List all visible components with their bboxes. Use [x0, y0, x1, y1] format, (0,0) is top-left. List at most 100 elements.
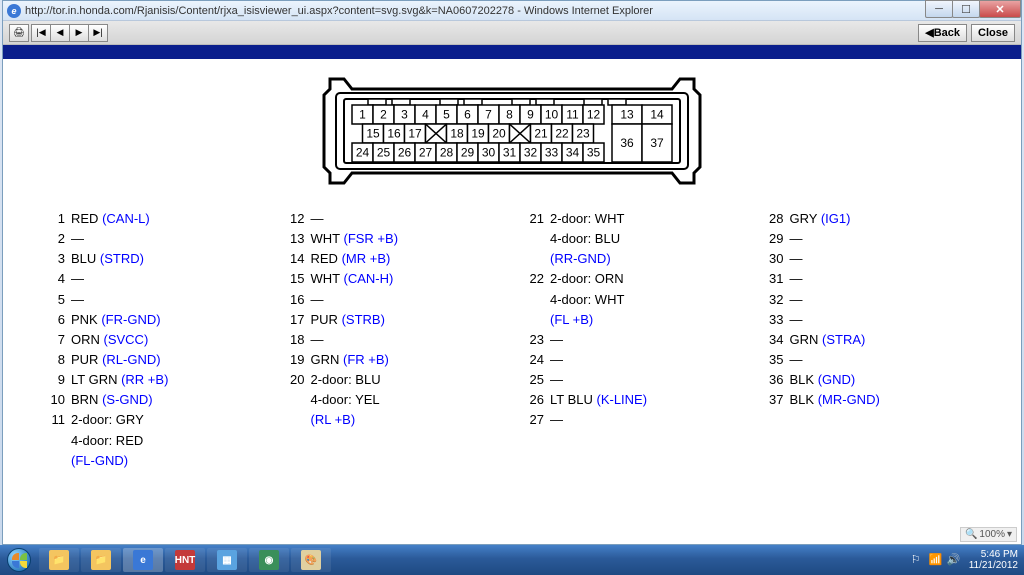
nav-group: |◀ ◀ ▶ ▶| — [31, 24, 108, 42]
taskbar-item[interactable]: e — [123, 548, 163, 572]
svg-text:24: 24 — [356, 146, 370, 160]
pin-row: (RL +B) — [283, 410, 503, 430]
pin-row: 24— — [522, 350, 742, 370]
tray-volume-icon[interactable]: 🔊 — [947, 553, 961, 567]
svg-text:13: 13 — [620, 108, 634, 122]
pin-row: 28GRY (IG1) — [762, 209, 982, 229]
taskbar-item[interactable]: HNT — [165, 548, 205, 572]
maximize-button[interactable]: ☐ — [952, 0, 980, 18]
pin-row: 8PUR (RL-GND) — [43, 350, 263, 370]
pin-row: (RR-GND) — [522, 249, 742, 269]
pin-row: 31— — [762, 269, 982, 289]
pin-column-4: 28GRY (IG1)29— 30— 31— 32— 33— 34GRN (ST… — [752, 209, 992, 471]
pin-row: 17PUR (STRB) — [283, 310, 503, 330]
pin-row: 4-door: BLU — [522, 229, 742, 249]
pin-row: 5— — [43, 290, 263, 310]
pin-row: 6PNK (FR-GND) — [43, 310, 263, 330]
pin-row: 16— — [283, 290, 503, 310]
svg-text:33: 33 — [545, 146, 559, 160]
pin-row: 112-door: GRY — [43, 410, 263, 430]
svg-text:3: 3 — [401, 108, 408, 122]
pin-row: (FL-GND) — [43, 451, 263, 471]
minimize-button[interactable]: ─ — [925, 0, 953, 18]
taskbar-item[interactable]: ◉ — [249, 548, 289, 572]
clock[interactable]: 5:46 PM 11/21/2012 — [969, 549, 1018, 571]
svg-text:10: 10 — [545, 108, 559, 122]
svg-text:26: 26 — [398, 146, 412, 160]
prev-button[interactable]: ◀ — [50, 24, 70, 42]
pin-row: 13WHT (FSR +B) — [283, 229, 503, 249]
pin-row: 37BLK (MR-GND) — [762, 390, 982, 410]
svg-text:16: 16 — [387, 127, 401, 141]
taskbar-item[interactable]: 📁 — [39, 548, 79, 572]
window-close-button[interactable]: ✕ — [979, 0, 1021, 18]
svg-text:25: 25 — [377, 146, 391, 160]
taskbar: 📁📁eHNT▦◉🎨 ⚐ 📶 🔊 5:46 PM 11/21/2012 — [0, 545, 1024, 575]
first-button[interactable]: |◀ — [31, 24, 51, 42]
next-button[interactable]: ▶ — [69, 24, 89, 42]
pin-row: 29— — [762, 229, 982, 249]
blue-bar — [3, 45, 1021, 59]
pin-row: 15WHT (CAN-H) — [283, 269, 503, 289]
taskbar-item[interactable]: ▦ — [207, 548, 247, 572]
tray-flag-icon[interactable]: ⚐ — [911, 553, 925, 567]
svg-text:14: 14 — [650, 108, 664, 122]
back-button[interactable]: ◀Back — [918, 24, 967, 42]
svg-text:31: 31 — [503, 146, 517, 160]
pin-row: 222-door: ORN — [522, 269, 742, 289]
pin-row: 35— — [762, 350, 982, 370]
svg-text:32: 32 — [524, 146, 538, 160]
pin-column-3: 212-door: WHT 4-door: BLU (RR-GND)222-do… — [512, 209, 752, 471]
window-title: http://tor.in.honda.com/Rjanisis/Content… — [25, 5, 653, 17]
svg-text:19: 19 — [471, 127, 485, 141]
pin-column-1: 1RED (CAN-L)2— 3BLU (STRD)4— 5— 6PNK (FR… — [33, 209, 273, 471]
tray-network-icon[interactable]: 📶 — [929, 553, 943, 567]
pin-row: (FL +B) — [522, 310, 742, 330]
svg-text:5: 5 — [443, 108, 450, 122]
pin-row: 3BLU (STRD) — [43, 249, 263, 269]
start-button[interactable] — [0, 545, 38, 575]
pin-row: 4-door: RED — [43, 431, 263, 451]
svg-text:17: 17 — [408, 127, 422, 141]
pin-row: 12— — [283, 209, 503, 229]
svg-text:7: 7 — [485, 108, 492, 122]
pin-row: 19GRN (FR +B) — [283, 350, 503, 370]
pin-row: 26LT BLU (K-LINE) — [522, 390, 742, 410]
browser-window: e http://tor.in.honda.com/Rjanisis/Conte… — [2, 0, 1022, 545]
system-tray: ⚐ 📶 🔊 5:46 PM 11/21/2012 — [909, 549, 1024, 571]
svg-text:28: 28 — [440, 146, 454, 160]
pin-row: 27— — [522, 410, 742, 430]
svg-text:35: 35 — [587, 146, 601, 160]
taskbar-item[interactable]: 🎨 — [291, 548, 331, 572]
svg-text:15: 15 — [366, 127, 380, 141]
taskbar-item[interactable]: 📁 — [81, 548, 121, 572]
pin-row: 33— — [762, 310, 982, 330]
print-button[interactable]: 🖨 — [9, 24, 29, 42]
svg-text:37: 37 — [650, 136, 664, 150]
svg-text:4: 4 — [422, 108, 429, 122]
pin-row: 34GRN (STRA) — [762, 330, 982, 350]
svg-text:20: 20 — [492, 127, 506, 141]
svg-text:22: 22 — [555, 127, 569, 141]
svg-text:21: 21 — [534, 127, 548, 141]
titlebar: e http://tor.in.honda.com/Rjanisis/Conte… — [3, 1, 1021, 21]
zoom-indicator[interactable]: 🔍 100% ▾ — [960, 527, 1017, 542]
pin-row: 23— — [522, 330, 742, 350]
close-button[interactable]: Close — [971, 24, 1015, 42]
svg-text:23: 23 — [576, 127, 590, 141]
pin-row: 2— — [43, 229, 263, 249]
toolbar: 🖨 |◀ ◀ ▶ ▶| ◀Back Close — [3, 21, 1021, 45]
svg-text:9: 9 — [527, 108, 534, 122]
pin-row: 25— — [522, 370, 742, 390]
pin-row: 202-door: BLU — [283, 370, 503, 390]
svg-text:29: 29 — [461, 146, 475, 160]
content-area: 1234567891011121516171819202122232425262… — [3, 59, 1021, 544]
pin-row: 14RED (MR +B) — [283, 249, 503, 269]
ie-favicon: e — [7, 4, 21, 18]
svg-text:36: 36 — [620, 136, 634, 150]
pin-columns: 1RED (CAN-L)2— 3BLU (STRD)4— 5— 6PNK (FR… — [3, 209, 1021, 471]
pin-row: 10BRN (S-GND) — [43, 390, 263, 410]
svg-text:18: 18 — [450, 127, 464, 141]
last-button[interactable]: ▶| — [88, 24, 108, 42]
svg-text:30: 30 — [482, 146, 496, 160]
